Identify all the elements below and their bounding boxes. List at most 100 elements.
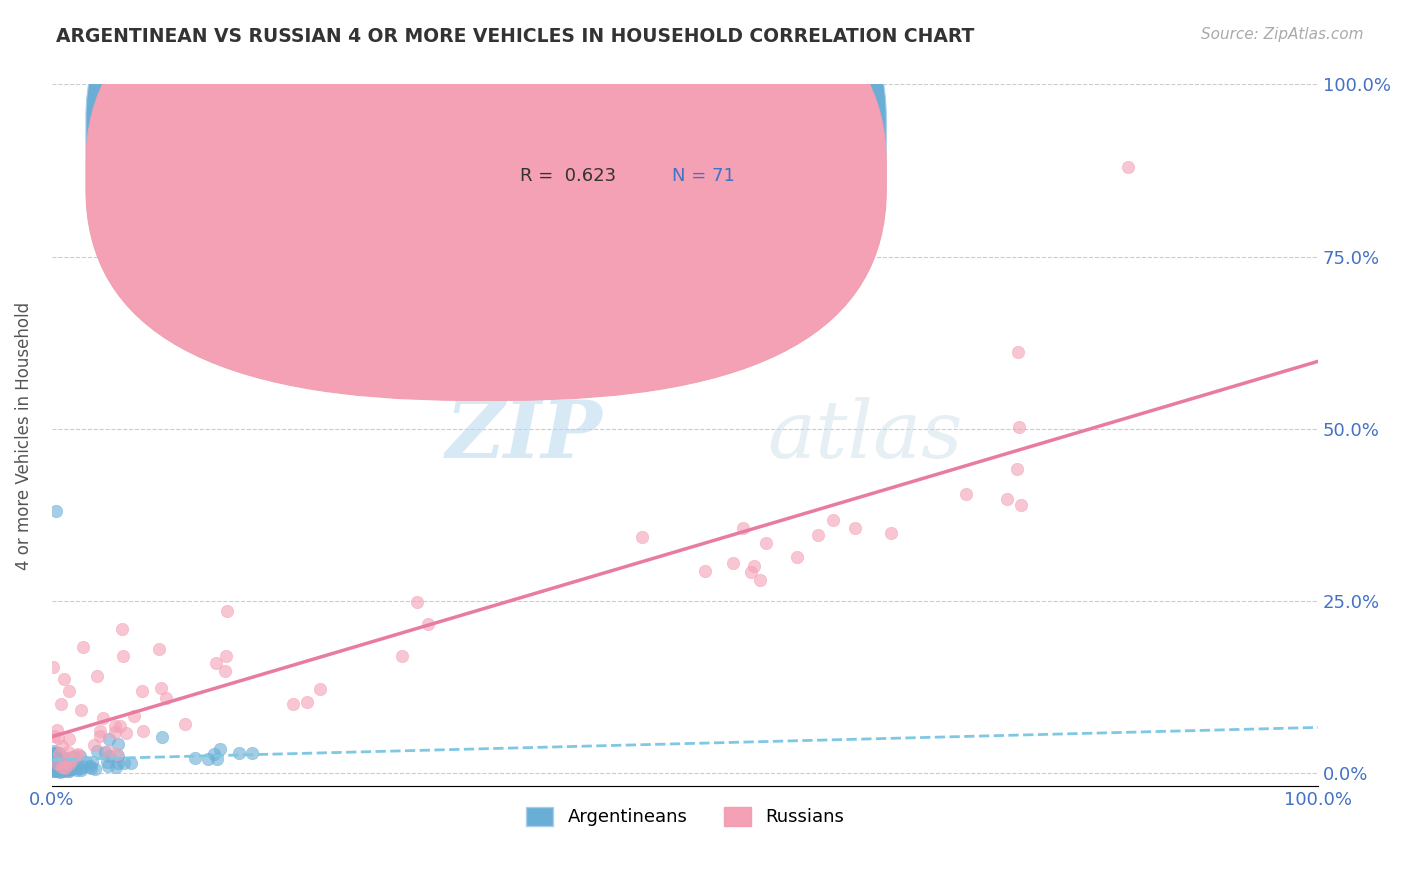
- Point: [94, 745, 117, 759]
- Point: [740, 565, 762, 579]
- Point: [46, 723, 69, 737]
- Point: [97, 759, 120, 773]
- Point: [204, 656, 226, 670]
- Point: [52, 672, 75, 686]
- Point: [107, 756, 129, 770]
- Point: [83, 739, 105, 753]
- Point: [89, 723, 111, 738]
- Point: [56, 745, 79, 759]
- Point: [748, 573, 770, 587]
- Point: [59, 758, 82, 772]
- Point: [48, 747, 70, 761]
- Point: [197, 752, 219, 766]
- Point: [49, 764, 72, 779]
- Point: [70, 763, 93, 777]
- Point: [45, 747, 67, 762]
- Point: [786, 549, 808, 564]
- Point: [45, 746, 67, 760]
- Point: [104, 724, 127, 739]
- Point: [1007, 345, 1029, 359]
- Point: [45, 757, 67, 772]
- Point: [205, 751, 228, 765]
- Point: [69, 703, 91, 717]
- Point: [844, 521, 866, 535]
- Point: [120, 756, 142, 770]
- Point: [955, 487, 977, 501]
- Point: [416, 617, 439, 632]
- Point: [723, 556, 745, 570]
- Point: [184, 751, 207, 765]
- Point: [1010, 498, 1032, 512]
- Point: [58, 757, 80, 772]
- Point: [215, 649, 238, 664]
- Point: [995, 491, 1018, 506]
- FancyBboxPatch shape: [86, 0, 886, 401]
- Point: [309, 682, 332, 697]
- Point: [44, 761, 66, 775]
- Point: [65, 747, 87, 762]
- Text: atlas: atlas: [768, 397, 963, 475]
- Point: [69, 749, 91, 764]
- Text: R =  0.623: R = 0.623: [520, 168, 616, 186]
- Point: [173, 716, 195, 731]
- Point: [202, 747, 225, 761]
- Point: [155, 690, 177, 705]
- Point: [89, 729, 111, 743]
- Point: [41, 764, 63, 778]
- Point: [58, 684, 80, 698]
- Text: N = 71: N = 71: [672, 168, 735, 186]
- Text: Source: ZipAtlas.com: Source: ZipAtlas.com: [1201, 27, 1364, 42]
- Point: [53, 761, 76, 775]
- Point: [42, 754, 65, 768]
- Point: [104, 760, 127, 774]
- Point: [48, 764, 70, 778]
- Point: [115, 726, 138, 740]
- Point: [44, 749, 66, 764]
- Point: [391, 649, 413, 664]
- Point: [107, 737, 129, 751]
- Point: [58, 732, 80, 747]
- Point: [72, 760, 94, 774]
- Point: [51, 759, 73, 773]
- Point: [63, 761, 86, 775]
- Point: [56, 762, 79, 776]
- Point: [46, 753, 69, 767]
- Point: [86, 668, 108, 682]
- Point: [75, 755, 97, 769]
- Point: [214, 664, 236, 678]
- Point: [86, 743, 108, 757]
- Point: [51, 739, 73, 753]
- Point: [49, 762, 72, 776]
- Point: [1007, 462, 1029, 476]
- Point: [49, 697, 72, 711]
- Point: [58, 764, 80, 778]
- Point: [97, 731, 120, 746]
- Point: [55, 762, 77, 776]
- Point: [46, 756, 69, 771]
- Point: [108, 719, 131, 733]
- Point: [44, 729, 66, 743]
- Point: [41, 763, 63, 777]
- Point: [59, 762, 82, 776]
- Point: [45, 764, 67, 778]
- Point: [80, 755, 103, 769]
- Text: R =  0.152: R = 0.152: [520, 122, 616, 140]
- Point: [693, 564, 716, 578]
- Point: [55, 764, 77, 778]
- FancyBboxPatch shape: [439, 109, 799, 214]
- Point: [58, 762, 80, 776]
- FancyBboxPatch shape: [86, 0, 886, 355]
- Point: [42, 760, 65, 774]
- Legend: Argentineans, Russians: Argentineans, Russians: [519, 800, 851, 834]
- Point: [97, 744, 120, 758]
- Point: [104, 719, 127, 733]
- Point: [731, 521, 754, 535]
- Point: [42, 757, 65, 772]
- Point: [1116, 160, 1139, 174]
- Point: [69, 761, 91, 775]
- Point: [228, 746, 250, 760]
- Point: [1008, 419, 1031, 434]
- Point: [880, 526, 903, 541]
- Point: [105, 747, 128, 762]
- Point: [58, 751, 80, 765]
